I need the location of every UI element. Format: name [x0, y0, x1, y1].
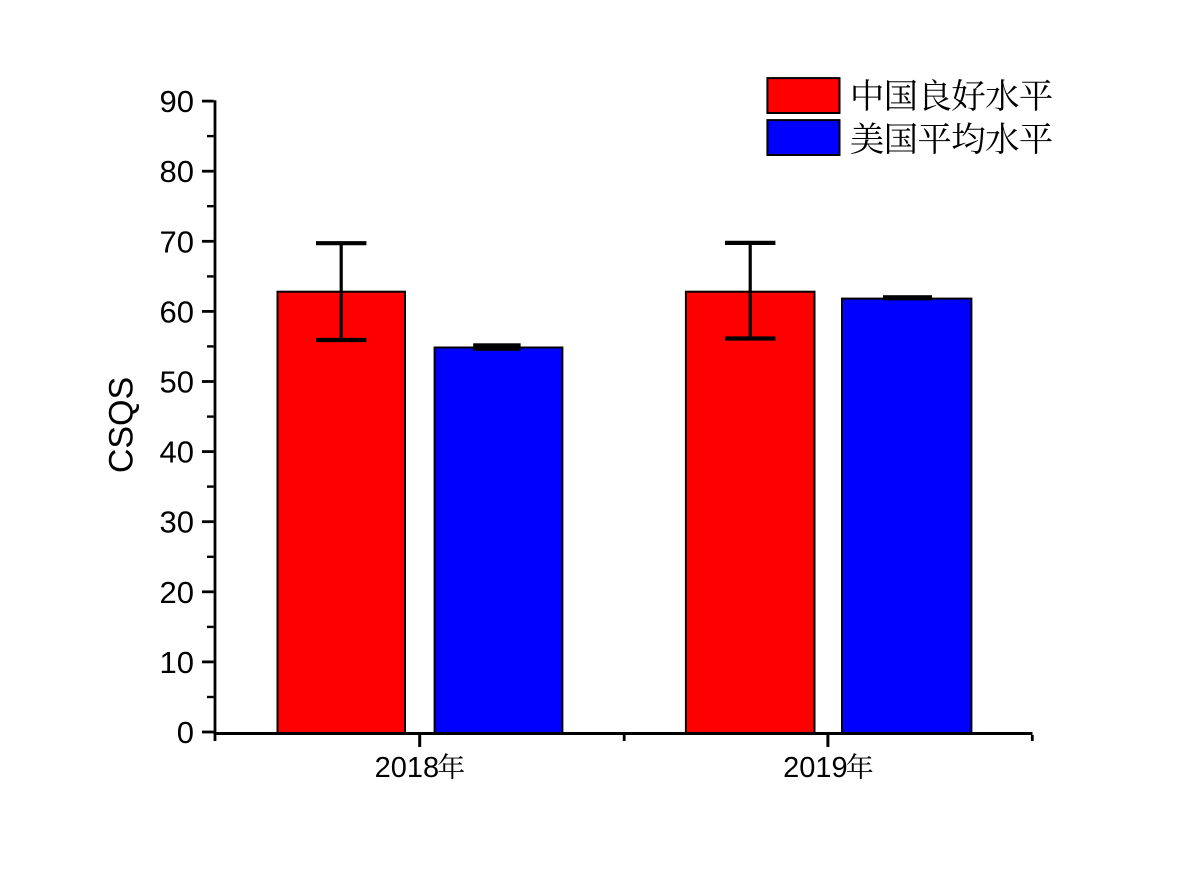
svg-text:30: 30: [160, 505, 194, 540]
svg-text:80: 80: [160, 154, 194, 189]
svg-text:90: 90: [160, 84, 194, 119]
svg-text:70: 70: [160, 224, 194, 259]
svg-text:40: 40: [160, 435, 194, 470]
svg-text:2019: 2019: [783, 752, 848, 784]
svg-text:60: 60: [160, 294, 194, 329]
svg-text:50: 50: [160, 365, 194, 400]
svg-text:2018: 2018: [375, 752, 440, 784]
svg-text:10: 10: [160, 645, 194, 680]
svg-text:20: 20: [160, 575, 194, 610]
svg-text:0: 0: [177, 715, 194, 750]
svg-text:CSQS: CSQS: [103, 377, 141, 473]
